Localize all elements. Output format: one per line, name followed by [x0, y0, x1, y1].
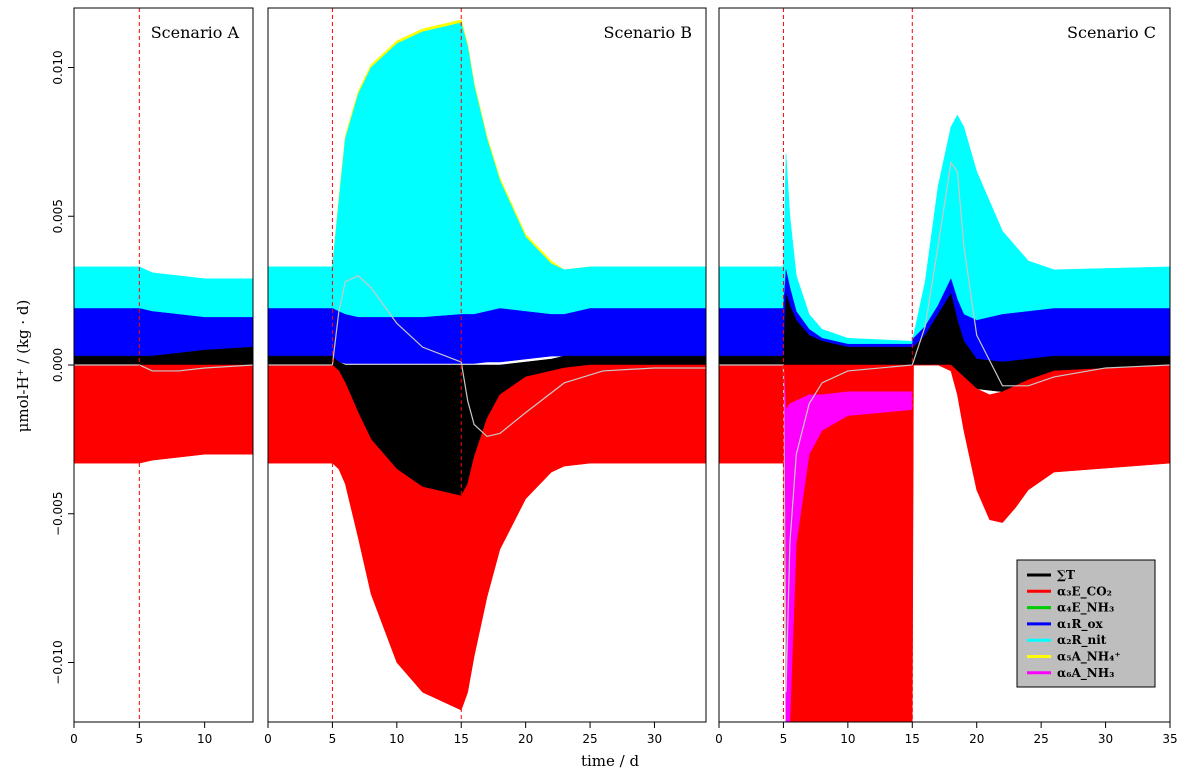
- y-axis: −0.010 −0.005 0.000 0.005 0.010: [51, 50, 74, 685]
- x-tick-label: 25: [582, 732, 597, 746]
- x-tick-label: 5: [136, 732, 144, 746]
- x-axis-label: time / d: [581, 752, 640, 770]
- x-tick-label: 20: [518, 732, 533, 746]
- x-tick-label: 10: [389, 732, 404, 746]
- x-tick-label: 30: [1098, 732, 1113, 746]
- x-tick-label: 20: [969, 732, 984, 746]
- x-tick-label: 30: [647, 732, 662, 746]
- x-tick-label: 5: [329, 732, 337, 746]
- panel-frame: [718, 7, 1171, 723]
- y-tick-label: 0.000: [51, 348, 65, 382]
- panel-title: Scenario B: [604, 23, 692, 42]
- legend-label: α₆A_NH₃: [1057, 666, 1114, 681]
- net-flux-line: [719, 161, 1170, 693]
- area-r-nit: [268, 22, 706, 318]
- y-tick-label: −0.010: [51, 640, 65, 684]
- area-e-co2: [74, 364, 253, 464]
- x-tick-label: 5: [780, 732, 788, 746]
- panel-plot-area: [719, 114, 1170, 722]
- panel-frame: [267, 7, 707, 723]
- y-tick-label: −0.005: [51, 492, 65, 536]
- panel-title: Scenario A: [151, 23, 240, 42]
- x-tick-label: 0: [70, 732, 78, 746]
- x-tick-label: 0: [264, 732, 272, 746]
- y-tick-label: 0.005: [51, 199, 65, 233]
- legend-label: α₄E_NH₃: [1057, 601, 1114, 616]
- x-tick-label: 35: [1162, 732, 1177, 746]
- x-tick-label: 10: [197, 732, 212, 746]
- area-r-ox: [268, 308, 706, 364]
- y-axis-label: μmol-H⁺ / (kg · d): [14, 300, 32, 433]
- panel-1: Scenario A 0 5 10: [70, 7, 254, 746]
- panel-title: Scenario C: [1067, 23, 1156, 42]
- area-e-co2: [719, 364, 1170, 722]
- net-flux-line: [268, 275, 706, 438]
- x-tick-label: 15: [905, 732, 920, 746]
- legend-label: ∑T: [1057, 568, 1075, 582]
- legend-label: α₂R_nit: [1057, 633, 1107, 648]
- legend-label: α₃E_CO₂: [1057, 584, 1112, 599]
- panel-3: Scenario C 0 5 10 15 20 25 30 35: [715, 7, 1178, 746]
- panel-2: Scenario B 0 5 10 15 20 25 30: [264, 7, 707, 746]
- panel-plot-area: [74, 266, 253, 464]
- net-flux-line: [74, 364, 253, 372]
- y-tick-label: 0.010: [51, 50, 65, 84]
- panel-plot-area: [268, 19, 706, 711]
- x-tick-label: 10: [840, 732, 855, 746]
- legend-label: α₅A_NH₄⁺: [1057, 650, 1121, 665]
- x-tick-label: 15: [454, 732, 469, 746]
- x-tick-label: 0: [715, 732, 723, 746]
- x-tick-label: 25: [1034, 732, 1049, 746]
- area-e-co2: [268, 364, 706, 711]
- legend-label: α₁R_ox: [1057, 617, 1103, 632]
